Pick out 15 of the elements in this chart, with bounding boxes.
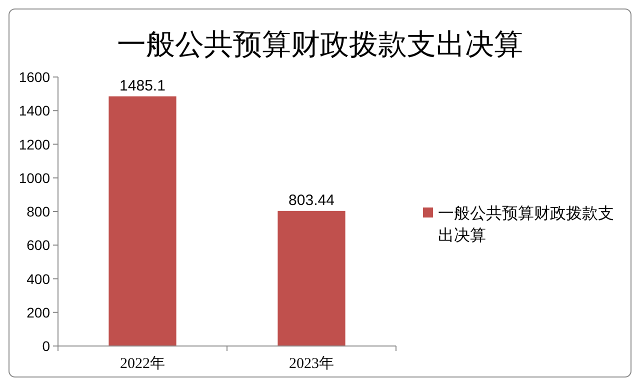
data-label: 1485.1 (120, 77, 166, 94)
y-tick-label: 0 (42, 338, 50, 354)
y-tick-label: 400 (26, 270, 50, 287)
y-tick-label: 1400 (18, 102, 50, 119)
y-tick-label: 1200 (18, 136, 50, 152)
y-tick-label: 1000 (18, 170, 50, 186)
y-tick-label: 200 (26, 304, 50, 320)
y-tick-label: 800 (26, 204, 50, 220)
x-tick-label: 2022年 (120, 355, 165, 372)
legend-label: 一般公共预算财政拨款支出决算 (438, 204, 614, 244)
data-label: 803.44 (288, 192, 334, 209)
y-tick-label: 1600 (18, 69, 50, 85)
chart-title: 一般公共预算财政拨款支出决算 (117, 27, 523, 61)
y-tick-label: 600 (26, 237, 50, 254)
x-tick-label: 2023年 (289, 355, 334, 372)
